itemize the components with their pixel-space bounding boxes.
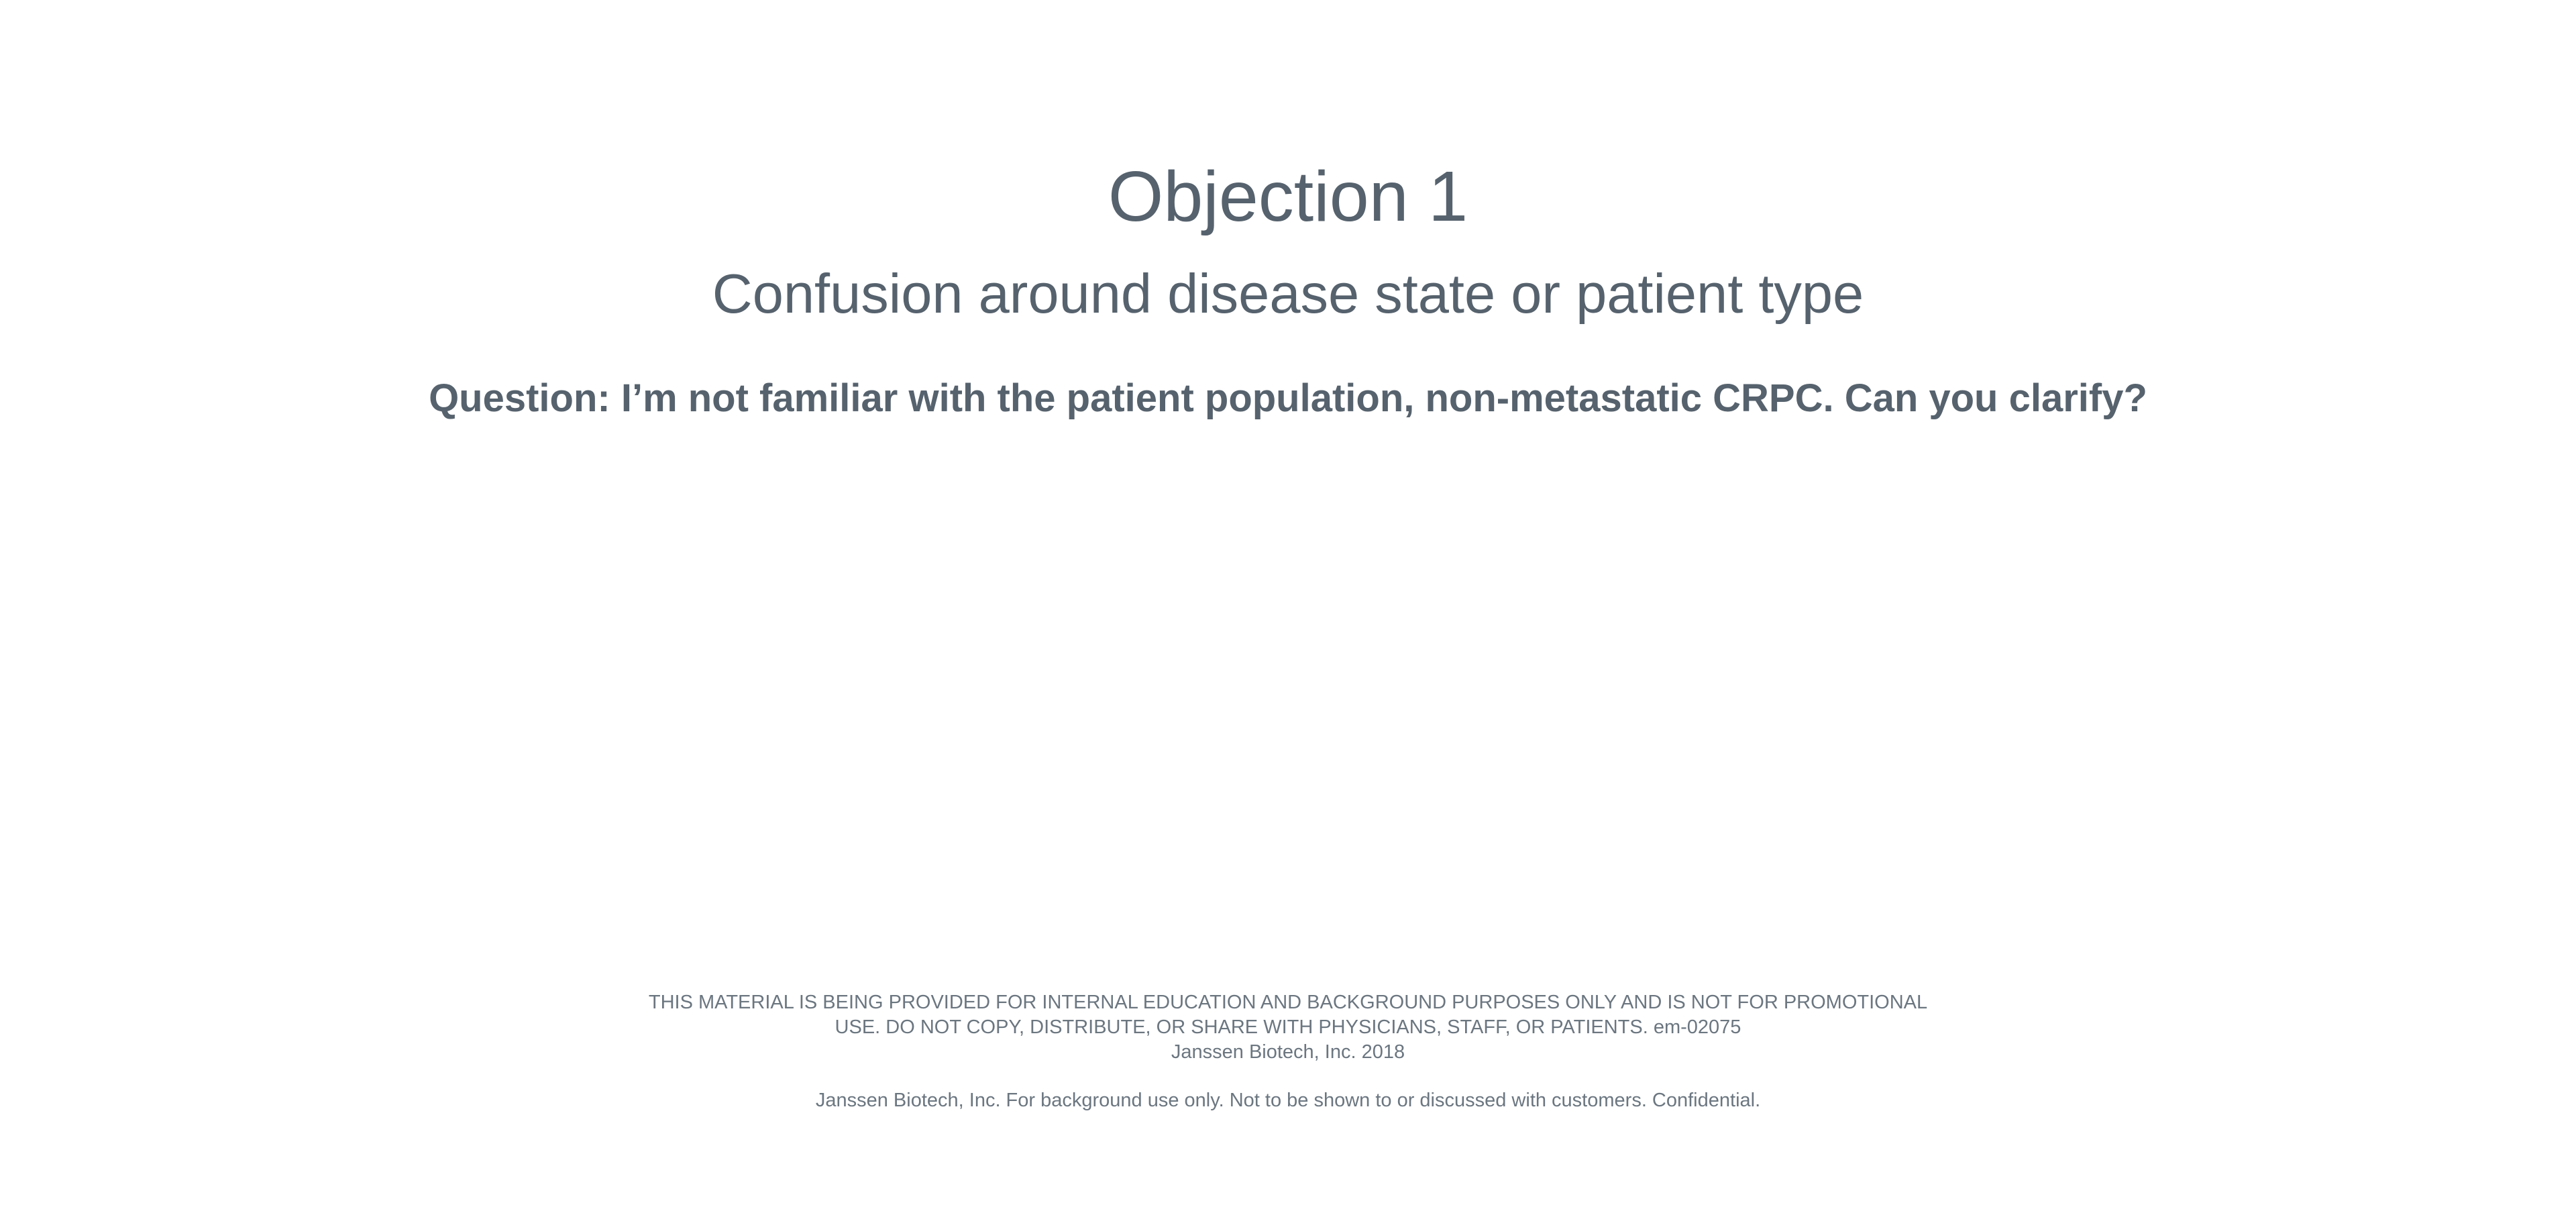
disclaimer-line-1: THIS MATERIAL IS BEING PROVIDED FOR INTE… (648, 992, 1928, 1013)
disclaimer-block: THIS MATERIAL IS BEING PROVIDED FOR INTE… (0, 990, 2576, 1065)
slide-title: Objection 1 (1108, 157, 1468, 236)
disclaimer-line-2: USE. DO NOT COPY, DISTRIBUTE, OR SHARE W… (835, 1016, 1741, 1038)
slide-subtitle: Confusion around disease state or patien… (712, 262, 1864, 325)
slide-question: Question: I’m not familiar with the pati… (429, 376, 2147, 420)
confidential-notice: Janssen Biotech, Inc. For background use… (815, 1090, 1761, 1111)
copyright-line: Janssen Biotech, Inc. 2018 (1171, 1041, 1405, 1063)
